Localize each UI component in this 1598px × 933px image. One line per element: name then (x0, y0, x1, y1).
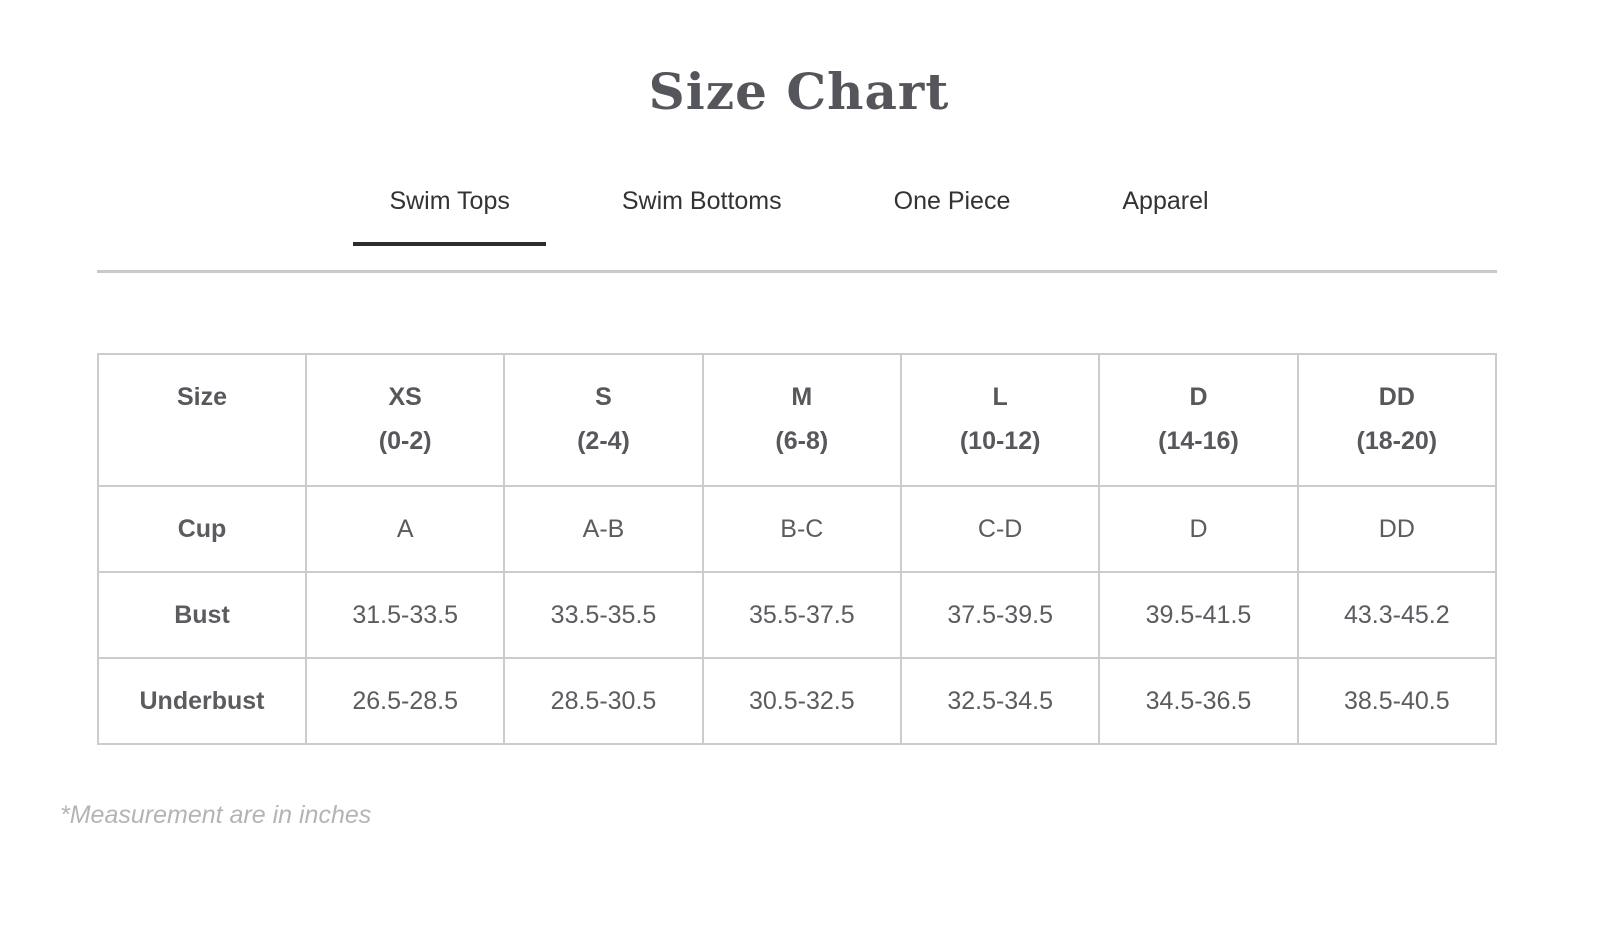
tab-one-piece[interactable]: One Piece (893, 187, 1011, 215)
size-header-cell: M (6-8) (701, 353, 902, 487)
size-range: (18-20) (1356, 427, 1438, 455)
data-cell: 26.5-28.5 (304, 657, 506, 745)
data-cell: 43.3-45.2 (1296, 571, 1498, 659)
data-cell: A-B (503, 485, 704, 573)
table-row-underbust: Underbust 26.5-28.5 28.5-30.5 30.5-32.5 … (97, 657, 1498, 745)
size-header-cell: DD (18-20) (1296, 353, 1498, 487)
data-cell: A (304, 485, 506, 573)
corner-header-label: Size (176, 383, 228, 411)
data-cell: 30.5-32.5 (701, 657, 902, 745)
table-header-row: Size XS (0-2) S (2-4) M (6-8) L (10-12) (97, 353, 1498, 487)
tabs-divider (97, 270, 1497, 273)
size-range: (6-8) (775, 427, 829, 455)
data-cell: 34.5-36.5 (1098, 657, 1299, 745)
size-header-cell: L (10-12) (899, 353, 1101, 487)
row-label-cell: Underbust (97, 657, 307, 745)
page-title: Size Chart (648, 62, 950, 121)
table-row-bust: Bust 31.5-33.5 33.5-35.5 35.5-37.5 37.5-… (97, 571, 1498, 659)
size-range: (0-2) (378, 427, 432, 455)
measurement-unit-footnote: *Measurement are in inches (60, 801, 372, 829)
data-cell: 38.5-40.5 (1296, 657, 1498, 745)
size-header-cell: XS (0-2) (304, 353, 506, 487)
row-label-cell: Bust (97, 571, 307, 659)
size-range: (14-16) (1158, 427, 1239, 455)
data-cell: 28.5-30.5 (503, 657, 704, 745)
size-header-cell: D (14-16) (1098, 353, 1299, 487)
tab-swim-tops[interactable]: Swim Tops (353, 186, 546, 246)
data-cell: 32.5-34.5 (899, 657, 1101, 745)
data-cell: 37.5-39.5 (899, 571, 1101, 659)
size-range: (10-12) (959, 427, 1041, 455)
size-header-cell: S (2-4) (503, 353, 704, 487)
row-label-cell: Cup (97, 485, 307, 573)
size-label: D (1189, 383, 1208, 411)
size-chart-tabs: Swim Tops Swim Bottoms One Piece Apparel (0, 186, 1598, 246)
data-cell: B-C (701, 485, 902, 573)
data-cell: 35.5-37.5 (701, 571, 902, 659)
data-cell: 31.5-33.5 (304, 571, 506, 659)
size-label: DD (1378, 383, 1415, 411)
data-cell: DD (1296, 485, 1498, 573)
data-cell: D (1098, 485, 1299, 573)
size-chart-table-container: Size XS (0-2) S (2-4) M (6-8) L (10-12) (97, 353, 1498, 745)
data-cell: 39.5-41.5 (1098, 571, 1299, 659)
corner-header-cell: Size (97, 353, 307, 487)
tab-apparel[interactable]: Apparel (1122, 187, 1209, 215)
size-label: XS (388, 383, 422, 411)
size-range: (2-4) (577, 427, 630, 455)
table-row-cup: Cup A A-B B-C C-D D DD (97, 485, 1498, 573)
data-cell: C-D (899, 485, 1101, 573)
size-label: L (992, 383, 1008, 411)
data-cell: 33.5-35.5 (503, 571, 704, 659)
size-label: M (791, 383, 813, 411)
size-label: S (595, 383, 612, 411)
tab-swim-bottoms[interactable]: Swim Bottoms (621, 187, 782, 215)
size-chart-table: Size XS (0-2) S (2-4) M (6-8) L (10-12) (97, 353, 1498, 745)
